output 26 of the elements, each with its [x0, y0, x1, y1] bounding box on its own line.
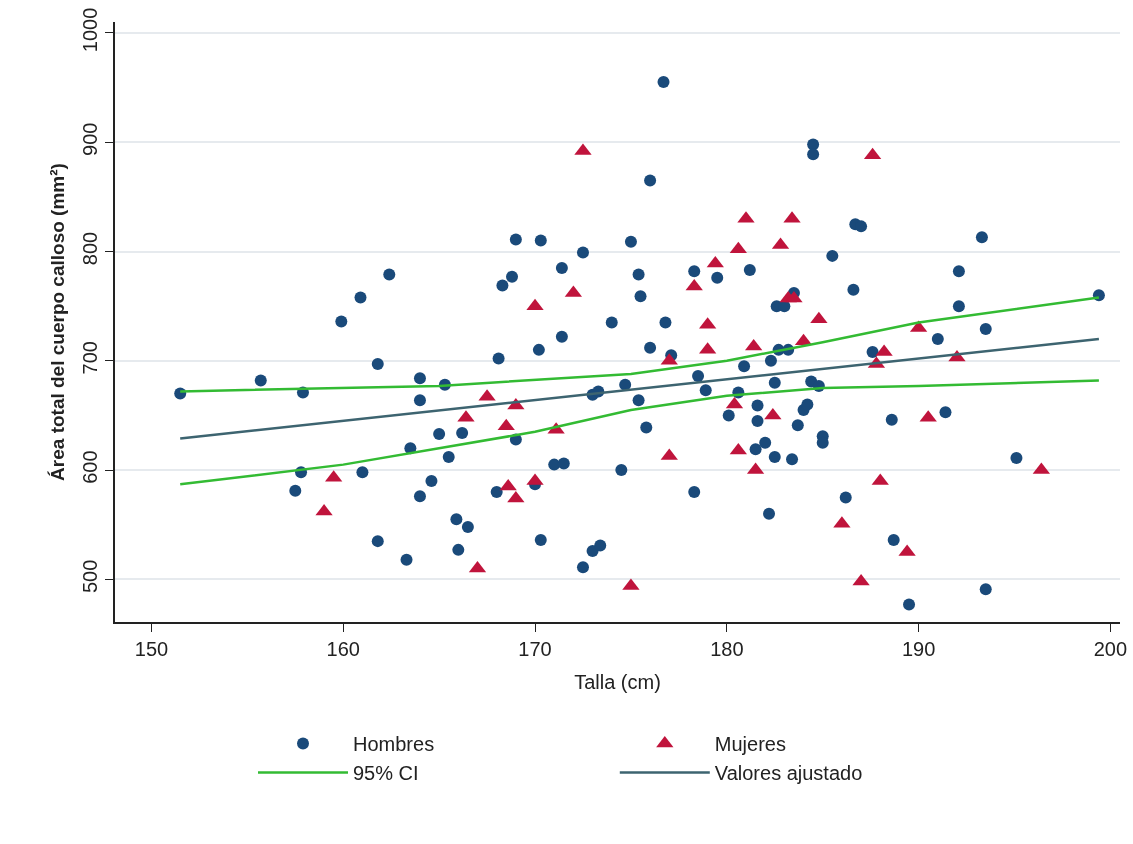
x-axis-title: Talla (cm) [574, 670, 661, 693]
point [764, 407, 782, 420]
x-tick-label: 170 [518, 637, 552, 660]
legend-label: Hombres [353, 733, 435, 756]
legend-label: 95% CI [353, 762, 419, 785]
x-tick-label: 160 [326, 637, 360, 660]
x-tick-label: 200 [1093, 637, 1128, 660]
legend-label: Mujeres [714, 733, 786, 756]
y-tick-label: 600 [79, 450, 102, 484]
point [810, 311, 828, 324]
point [729, 442, 747, 455]
y-tick-label: 500 [79, 559, 102, 594]
x-tick-label: 180 [710, 637, 744, 660]
line-series [178, 379, 1101, 486]
x-tick-label: 190 [901, 637, 936, 660]
y-tick-label: 900 [79, 122, 102, 156]
point [729, 241, 747, 254]
y-axis-title: Área total del cuerpo calloso (mm²) [46, 163, 68, 481]
point [497, 418, 515, 431]
point [685, 278, 703, 291]
y-tick-label: 1000 [79, 7, 102, 53]
x-tick-label: 150 [134, 637, 169, 660]
legend-label: Valores ajustado [714, 762, 863, 785]
y-tick-label: 800 [79, 231, 102, 266]
y-tick-label: 700 [79, 341, 102, 375]
point [499, 478, 517, 491]
